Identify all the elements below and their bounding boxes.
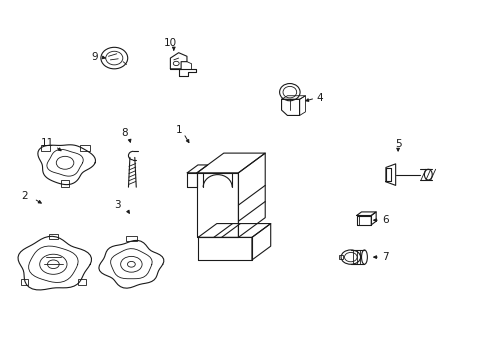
- Bar: [338, 255, 343, 259]
- Text: 7: 7: [382, 252, 388, 262]
- Text: 8: 8: [122, 129, 128, 138]
- Text: 1: 1: [175, 125, 182, 135]
- Bar: [49, 234, 58, 239]
- Text: 11: 11: [41, 139, 54, 148]
- Text: 10: 10: [163, 38, 177, 48]
- Text: 5: 5: [394, 139, 401, 149]
- Bar: [21, 279, 28, 285]
- Text: 4: 4: [316, 93, 323, 103]
- Bar: [80, 145, 89, 151]
- Text: 3: 3: [114, 200, 121, 210]
- Text: 6: 6: [382, 215, 388, 225]
- Text: 2: 2: [21, 191, 27, 201]
- Bar: [41, 145, 50, 151]
- Bar: [78, 279, 85, 285]
- Bar: [61, 180, 69, 187]
- Text: 9: 9: [91, 52, 98, 62]
- Bar: [125, 236, 137, 241]
